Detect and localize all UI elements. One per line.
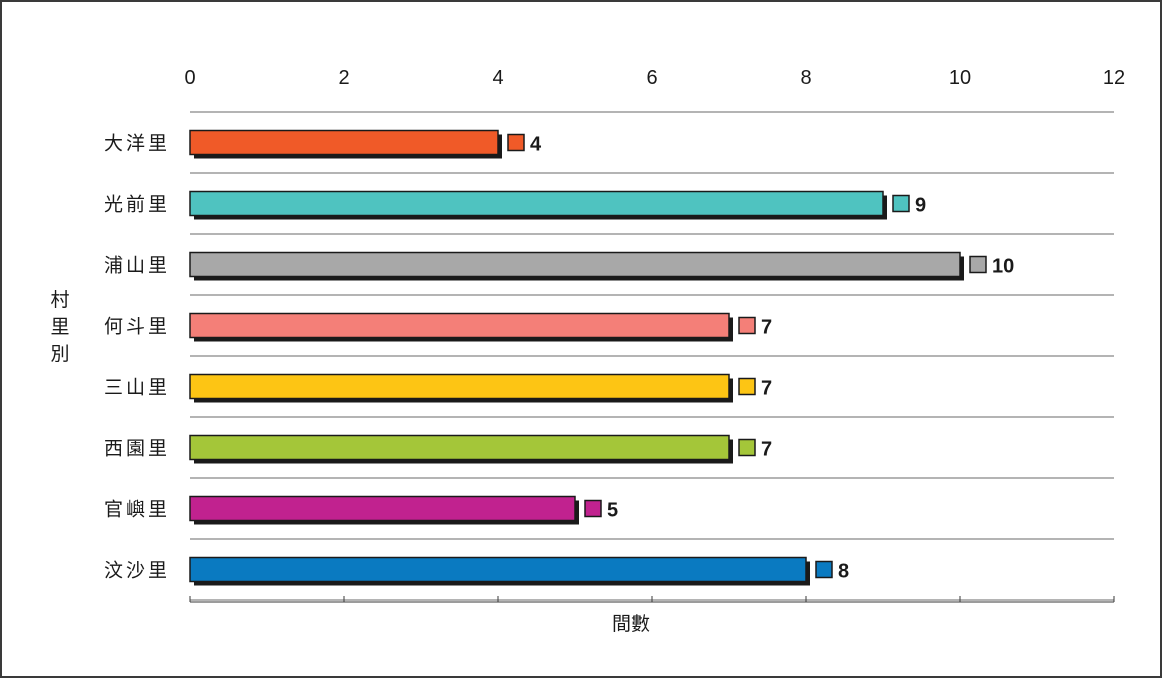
- value-swatch: [738, 316, 756, 335]
- bar: [189, 312, 730, 339]
- data-label: 7: [761, 378, 772, 400]
- category-label: 浦山里: [104, 255, 170, 277]
- value-swatch: [584, 499, 602, 518]
- x-tick-label: 2: [338, 67, 349, 89]
- bar: [189, 434, 730, 461]
- value-swatch: [507, 133, 525, 152]
- category-label: 汶沙里: [104, 560, 170, 582]
- x-tick-label: 8: [800, 67, 811, 89]
- x-tick-label: 12: [1103, 67, 1125, 89]
- data-label: 7: [761, 439, 772, 461]
- y-axis-title: 村里別: [50, 289, 69, 365]
- x-tick-label: 0: [184, 67, 195, 89]
- row-separators: [190, 111, 1114, 601]
- category-label: 三山里: [104, 377, 170, 399]
- x-tick-label: 4: [492, 67, 503, 89]
- value-swatch: [815, 560, 833, 579]
- category-label: 何斗里: [104, 316, 170, 338]
- data-label: 10: [992, 256, 1014, 278]
- bar: [189, 129, 499, 156]
- y-axis-title-char: 村: [50, 289, 69, 311]
- data-label: 9: [915, 195, 926, 217]
- x-axis-title: 間數: [612, 613, 650, 635]
- value-swatch: [738, 438, 756, 457]
- x-tick-labels: 0 2 4 6 8 10 12: [184, 67, 1125, 89]
- value-swatch: [969, 255, 987, 274]
- data-label: 5: [607, 500, 618, 522]
- data-label: 8: [838, 561, 849, 583]
- bar: [189, 190, 884, 217]
- category-label: 光前里: [104, 194, 170, 216]
- y-axis-title-char: 別: [50, 343, 69, 365]
- category-label: 西園里: [104, 438, 170, 460]
- bar: [189, 556, 807, 583]
- x-axis: [189, 596, 1115, 603]
- data-label: 4: [530, 134, 542, 156]
- bar: [189, 373, 730, 400]
- category-label: 官嶼里: [104, 499, 170, 521]
- bars: 大洋里 4 光前里 9 浦山里 10 何斗里 7 三山里 7 西園里 7 官嶼里 5 汶沙里 8: [104, 129, 1014, 586]
- data-label: 7: [761, 317, 772, 339]
- value-swatch: [892, 194, 910, 213]
- value-swatch: [738, 377, 756, 396]
- y-axis-title-char: 里: [50, 316, 69, 338]
- bar: [189, 251, 961, 278]
- x-tick-label: 6: [646, 67, 657, 89]
- x-tick-label: 10: [949, 67, 971, 89]
- bar: [189, 495, 576, 522]
- category-label: 大洋里: [104, 133, 170, 155]
